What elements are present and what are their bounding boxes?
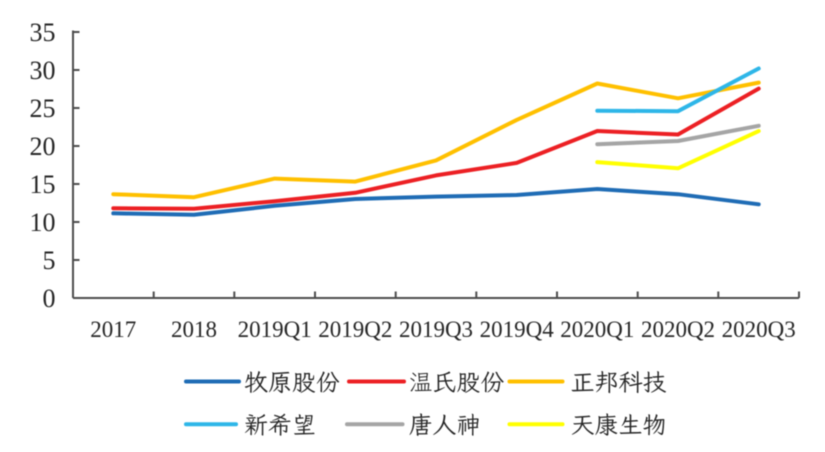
svg-text:2020Q3: 2020Q3	[722, 317, 796, 342]
svg-text:2019Q4: 2019Q4	[480, 317, 555, 342]
svg-text:2017: 2017	[90, 317, 136, 342]
svg-text:2019Q3: 2019Q3	[399, 317, 473, 342]
svg-text:15: 15	[30, 170, 56, 199]
svg-text:2019Q2: 2019Q2	[318, 317, 392, 342]
svg-text:25: 25	[30, 94, 56, 123]
svg-text:35: 35	[30, 18, 56, 47]
svg-text:2019Q1: 2019Q1	[238, 317, 312, 342]
svg-text:0: 0	[43, 284, 56, 313]
svg-text:30: 30	[30, 56, 56, 85]
svg-text:2018: 2018	[171, 317, 217, 342]
svg-text:10: 10	[30, 208, 56, 237]
svg-text:5: 5	[43, 246, 56, 275]
svg-text:20: 20	[30, 132, 56, 161]
svg-text:2020Q1: 2020Q1	[560, 317, 634, 342]
svg-text:2020Q2: 2020Q2	[641, 317, 715, 342]
